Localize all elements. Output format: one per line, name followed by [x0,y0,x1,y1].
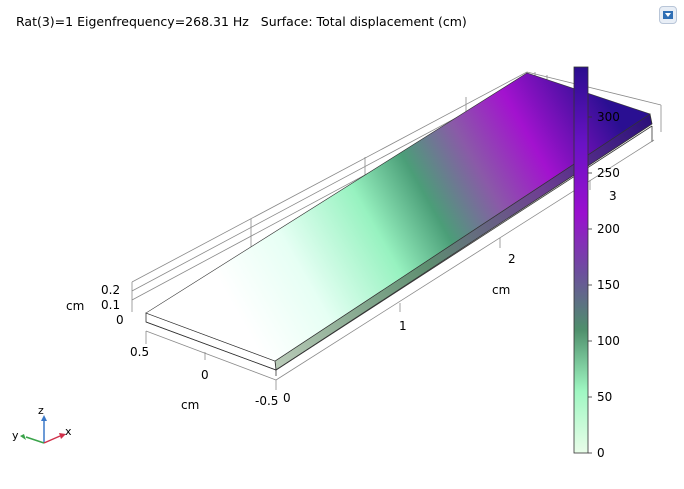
triad-z-label: z [38,404,44,417]
x-axis-unit: cm [492,283,510,297]
zoom-extents-icon[interactable] [659,6,677,24]
colorbar-tick-250: 250 [597,166,620,180]
colorbar-tick-200: 200 [597,222,620,236]
colorbar-tick-300: 300 [597,110,620,124]
y-axis-unit: cm [181,398,199,412]
x-tick-1: 1 [399,319,407,333]
triad-y-label: y [12,429,19,442]
displacement-surface [145,72,651,362]
colorbar-tick-100: 100 [597,334,620,348]
colorbar-tick-50: 50 [597,390,612,404]
y-tick-1: 0 [201,368,209,382]
colorbar-tick-150: 150 [597,278,620,292]
x-tick-2: 2 [508,252,516,266]
z-axis-unit: cm [66,299,84,313]
floor-grid [145,139,655,390]
x-tick-3: 3 [609,189,617,203]
colorbar-tick-0: 0 [597,446,605,460]
plot-title: Rat(3)=1 Eigenfrequency=268.31 Hz Surfac… [16,14,467,29]
z-tick-2: 0 [116,313,124,327]
triad-x-label: x [65,425,72,438]
axis-triad: z y x [12,404,72,444]
y-tick-0: 0.5 [130,345,149,359]
colorbar: 300 250 200 150 100 50 0 [573,66,620,460]
x-tick-0: 0 [283,391,291,405]
z-tick-0: 0.2 [101,283,120,297]
y-tick-2: -0.5 [255,394,278,408]
z-tick-1: 0.1 [101,298,120,312]
floor-outline [145,125,653,376]
